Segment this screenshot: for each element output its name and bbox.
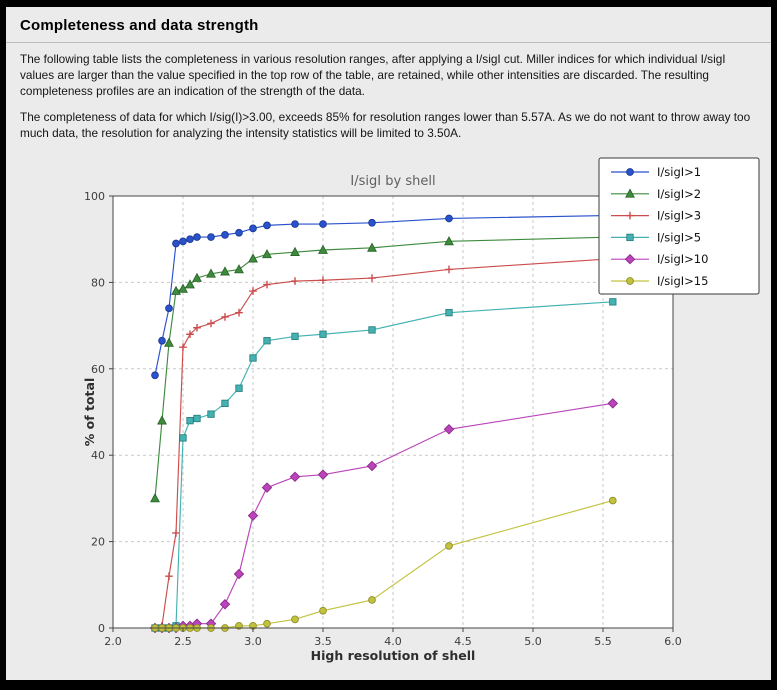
x-tick-label: 3.0 <box>244 635 262 648</box>
intro-paragraph: The following table lists the completene… <box>20 52 726 98</box>
completeness-chart: 2.0 2.5 3.0 3.5 4.0 4.5 5.0 5.5 6.0 0 20 40 60 80 100 I… <box>12 153 771 675</box>
y-tick-label: 0 <box>98 622 105 635</box>
x-tick-label: 2.5 <box>174 635 192 648</box>
legend-label: I/sigI>1 <box>657 165 701 179</box>
x-tick-label: 3.5 <box>314 635 332 648</box>
x-tick-label: 5.0 <box>524 635 542 648</box>
series-1 <box>150 231 618 503</box>
page-title: Completeness and data strength <box>20 17 259 34</box>
legend-label: I/sigI>2 <box>657 187 701 201</box>
x-tick-label: 6.0 <box>664 635 682 648</box>
title-divider <box>6 42 771 43</box>
report-panel: Completeness and data strength The follo… <box>6 7 771 680</box>
legend-box <box>598 157 760 295</box>
y-tick-label: 20 <box>91 536 105 549</box>
x-tick-label: 4.0 <box>384 635 402 648</box>
y-tick-label: 80 <box>91 276 105 289</box>
y-tick-label: 60 <box>91 363 105 376</box>
legend-label: I/sigI>10 <box>657 252 708 266</box>
x-tick-label: 4.5 <box>454 635 472 648</box>
y-tick-label: 40 <box>91 449 105 462</box>
x-tick-label: 5.5 <box>594 635 612 648</box>
x-tick-label: 2.0 <box>104 635 122 648</box>
y-tick-label: 100 <box>84 190 105 203</box>
y-axis-label: % of total <box>82 378 97 447</box>
x-axis-label: High resolution of shell <box>311 648 476 663</box>
chart-canvas: 2.0 2.5 3.0 3.5 4.0 4.5 5.0 5.5 6.0 0 20 40 60 80 100 I… <box>82 157 760 663</box>
legend-label: I/sigI>3 <box>657 209 701 223</box>
conclusion-paragraph: The completeness of data for which I/sig… <box>20 110 751 141</box>
chart-legend: I/sigI>1 I/sigI>2 I/sigI>3 I/sigI>5 I/sigI>1… <box>598 157 760 295</box>
series-0 <box>151 211 617 380</box>
chart-title: I/sigI by shell <box>350 174 435 189</box>
legend-label: I/sigI>5 <box>657 230 701 244</box>
legend-label: I/sigI>15 <box>657 274 708 288</box>
